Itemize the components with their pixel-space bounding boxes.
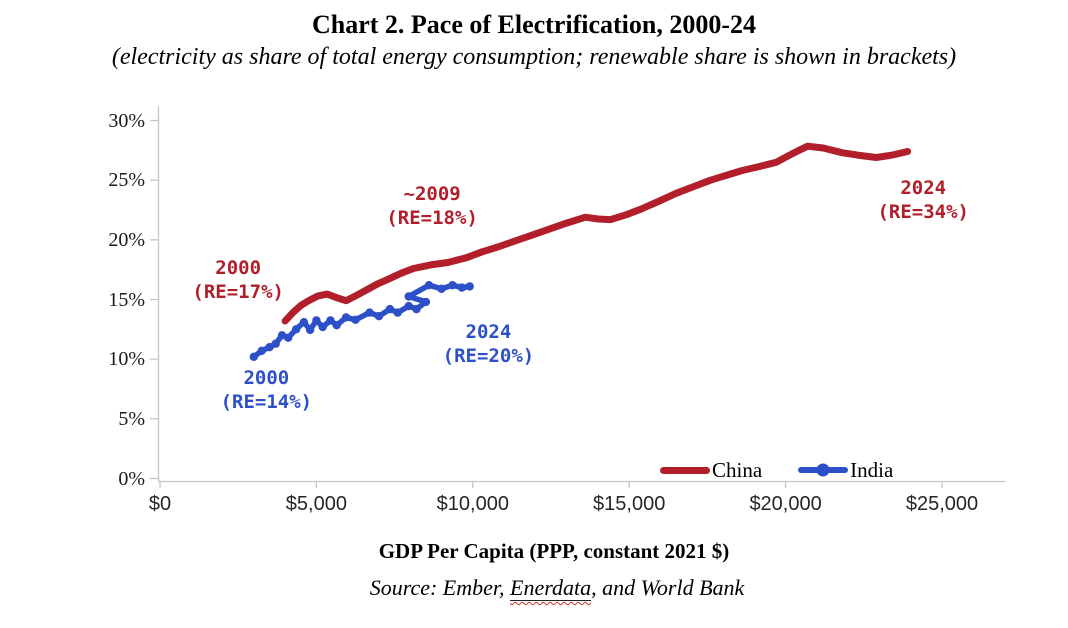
x-tick-label: $25,000	[905, 493, 979, 515]
india-marker	[404, 292, 413, 301]
source-prefix: Source: Ember,	[369, 575, 511, 600]
source-suffix: , and World Bank	[591, 575, 745, 600]
india-marker	[365, 308, 374, 317]
india-marker	[305, 325, 315, 335]
legend-india-label: India	[850, 457, 894, 482]
legend-india-line-swatch	[798, 463, 849, 477]
india-marker	[385, 304, 395, 314]
india-marker	[351, 315, 360, 324]
y-tick-label: 15%	[108, 288, 145, 311]
india-marker	[291, 325, 301, 334]
india-marker	[257, 346, 266, 355]
india-marker	[318, 322, 327, 332]
india-marker	[249, 352, 258, 361]
china-line	[281, 142, 912, 325]
legend-china-line-swatch	[660, 466, 710, 474]
y-tick-label: 30%	[108, 109, 145, 132]
india-marker	[437, 284, 446, 293]
india-marker	[299, 318, 309, 327]
india-marker	[374, 312, 384, 321]
india-marker	[404, 301, 413, 311]
x-tick-label: $5,000	[285, 493, 347, 515]
annotation-china-2000: 2000 (RE=17%)	[192, 256, 284, 303]
source-note: Source: Ember, Enerdata, and World Bank	[23, 575, 1068, 601]
india-marker	[341, 313, 351, 322]
legend-china-label: China	[712, 457, 763, 482]
india-marker	[284, 333, 293, 342]
y-tick-label: 5%	[118, 407, 145, 430]
india-marker	[332, 321, 341, 330]
legend: China India	[660, 457, 893, 483]
y-tick-label: 10%	[108, 348, 145, 371]
india-marker	[326, 316, 335, 325]
india-marker	[424, 281, 434, 290]
x-tick-label: $0	[148, 493, 172, 515]
india-marker	[265, 343, 274, 352]
annotation-china-2024: 2024 (RE=34%)	[877, 176, 969, 223]
annotation-india-2024: 2024 (RE=20%)	[442, 320, 535, 367]
x-axis-title: GDP Per Capita (PPP, constant 2021 $)	[378, 539, 730, 563]
chart-title: Chart 2. Pace of Electrification, 2000-2…	[311, 10, 757, 39]
y-tick-label: 20%	[108, 228, 145, 251]
india-marker	[457, 283, 467, 292]
legend-india-marker-dot	[816, 463, 830, 477]
x-tick-label: $10,000	[436, 493, 509, 515]
india-marker	[448, 281, 457, 290]
y-tick-label: 0%	[118, 467, 145, 490]
annotation-india-2000: 2000 (RE=14%)	[220, 367, 313, 414]
x-tick-label: $20,000	[749, 493, 822, 515]
x-tick-label: $15,000	[593, 493, 666, 515]
india-marker	[412, 304, 421, 314]
india-marker	[421, 297, 431, 307]
india-marker	[465, 282, 474, 291]
india-marker	[271, 339, 280, 348]
chart-subtitle: (electricity as share of total energy co…	[111, 44, 957, 70]
india-marker	[312, 316, 321, 325]
annotation-china-2009: ~2009 (RE=18%)	[386, 182, 478, 229]
india-marker	[393, 308, 402, 317]
y-tick-label: 25%	[108, 169, 145, 192]
source-enerdata-word: Enerdata	[510, 575, 592, 601]
